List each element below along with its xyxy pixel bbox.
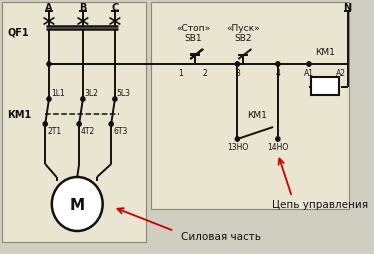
Text: Силовая часть: Силовая часть — [181, 231, 261, 241]
Text: КМ1: КМ1 — [7, 109, 32, 120]
Text: 4T2: 4T2 — [81, 127, 95, 136]
Text: 2T1: 2T1 — [47, 127, 61, 136]
Circle shape — [43, 122, 47, 127]
Text: 14НО: 14НО — [267, 143, 288, 152]
Text: A2: A2 — [336, 68, 346, 77]
Circle shape — [235, 62, 239, 67]
Circle shape — [307, 62, 311, 67]
Text: «Стоп»: «Стоп» — [176, 23, 210, 32]
Circle shape — [81, 98, 85, 102]
Text: QF1: QF1 — [7, 27, 29, 37]
Circle shape — [47, 98, 51, 102]
Bar — [151, 3, 349, 209]
Text: C: C — [111, 3, 119, 13]
Text: 1: 1 — [178, 68, 183, 77]
Text: Цепь управления: Цепь управления — [272, 199, 368, 209]
Text: M: M — [70, 197, 85, 212]
Text: 1L1: 1L1 — [51, 88, 65, 97]
Text: 4: 4 — [275, 68, 280, 77]
Text: A1: A1 — [304, 68, 314, 77]
Text: 3: 3 — [235, 68, 240, 77]
Text: «Пуск»: «Пуск» — [226, 23, 260, 32]
Text: SB2: SB2 — [234, 33, 252, 42]
Text: N: N — [343, 3, 352, 13]
Text: КМ1: КМ1 — [247, 110, 267, 119]
Bar — [2, 3, 146, 242]
Bar — [311, 78, 339, 96]
Circle shape — [276, 62, 280, 67]
Circle shape — [113, 98, 117, 102]
Circle shape — [52, 177, 103, 231]
Text: SB1: SB1 — [184, 33, 202, 42]
Circle shape — [77, 122, 81, 127]
Circle shape — [235, 137, 239, 142]
Text: 5L3: 5L3 — [117, 88, 131, 97]
Text: A: A — [45, 3, 53, 13]
Text: 3L2: 3L2 — [85, 88, 99, 97]
Circle shape — [276, 137, 280, 142]
Text: 2: 2 — [203, 68, 208, 77]
Text: 6T3: 6T3 — [113, 127, 128, 136]
Text: 13НО: 13НО — [227, 143, 248, 152]
Text: КМ1: КМ1 — [315, 47, 335, 56]
Text: B: B — [79, 3, 86, 13]
Circle shape — [47, 62, 51, 67]
Circle shape — [109, 122, 113, 127]
